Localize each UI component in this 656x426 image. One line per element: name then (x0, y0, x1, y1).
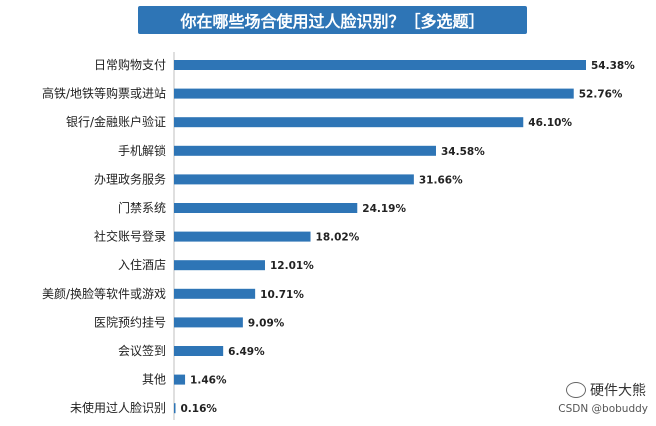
category-label: 医院预约挂号 (94, 314, 166, 329)
value-label: 31.66% (419, 174, 463, 186)
category-label: 入住酒店 (118, 258, 166, 272)
wechat-account-name: 硬件大熊 (590, 383, 646, 399)
bar (174, 203, 358, 213)
wechat-icon (566, 382, 586, 398)
category-label: 办理政务服务 (94, 171, 166, 186)
category-label: 日常购物支付 (94, 57, 166, 72)
category-label: 会议签到 (118, 343, 166, 358)
category-label: 手机解锁 (118, 143, 166, 158)
category-label: 高铁/地铁等购票或进站 (42, 86, 166, 101)
category-label: 社交账号登录 (94, 229, 166, 244)
value-label: 12.01% (270, 260, 314, 272)
bar (174, 117, 524, 128)
value-label: 54.38% (591, 60, 635, 72)
bar (174, 260, 265, 271)
category-label: 其他 (142, 373, 166, 387)
bar (174, 317, 243, 328)
bar (174, 374, 186, 385)
category-label: 门禁系统 (118, 200, 166, 215)
category-label: 未使用过人脸识别 (70, 400, 166, 415)
bar (174, 403, 176, 414)
bar (174, 231, 311, 242)
value-label: 52.76% (579, 89, 623, 101)
value-label: 1.46% (190, 375, 227, 387)
value-label: 46.10% (528, 117, 572, 129)
wechat-watermark: 硬件大熊 (566, 380, 646, 400)
chart-title: 你在哪些场合使用过人脸识别？［多选题］ (138, 6, 527, 34)
bar (174, 174, 414, 185)
category-label: 美颜/换脸等软件或游戏 (42, 286, 166, 301)
bar (174, 288, 256, 299)
value-label: 0.16% (181, 403, 218, 415)
bar (174, 145, 436, 156)
csdn-watermark: CSDN @bobuddy (558, 403, 648, 415)
value-label: 24.19% (362, 203, 406, 215)
value-label: 10.71% (260, 289, 304, 301)
bar (174, 60, 586, 70)
value-label: 6.49% (228, 346, 265, 358)
bar (174, 346, 224, 356)
value-label: 34.58% (441, 146, 485, 158)
value-label: 9.09% (248, 317, 285, 329)
bar (174, 88, 574, 99)
value-label: 18.02% (316, 232, 360, 244)
category-label: 银行/金融账户验证 (66, 114, 166, 129)
